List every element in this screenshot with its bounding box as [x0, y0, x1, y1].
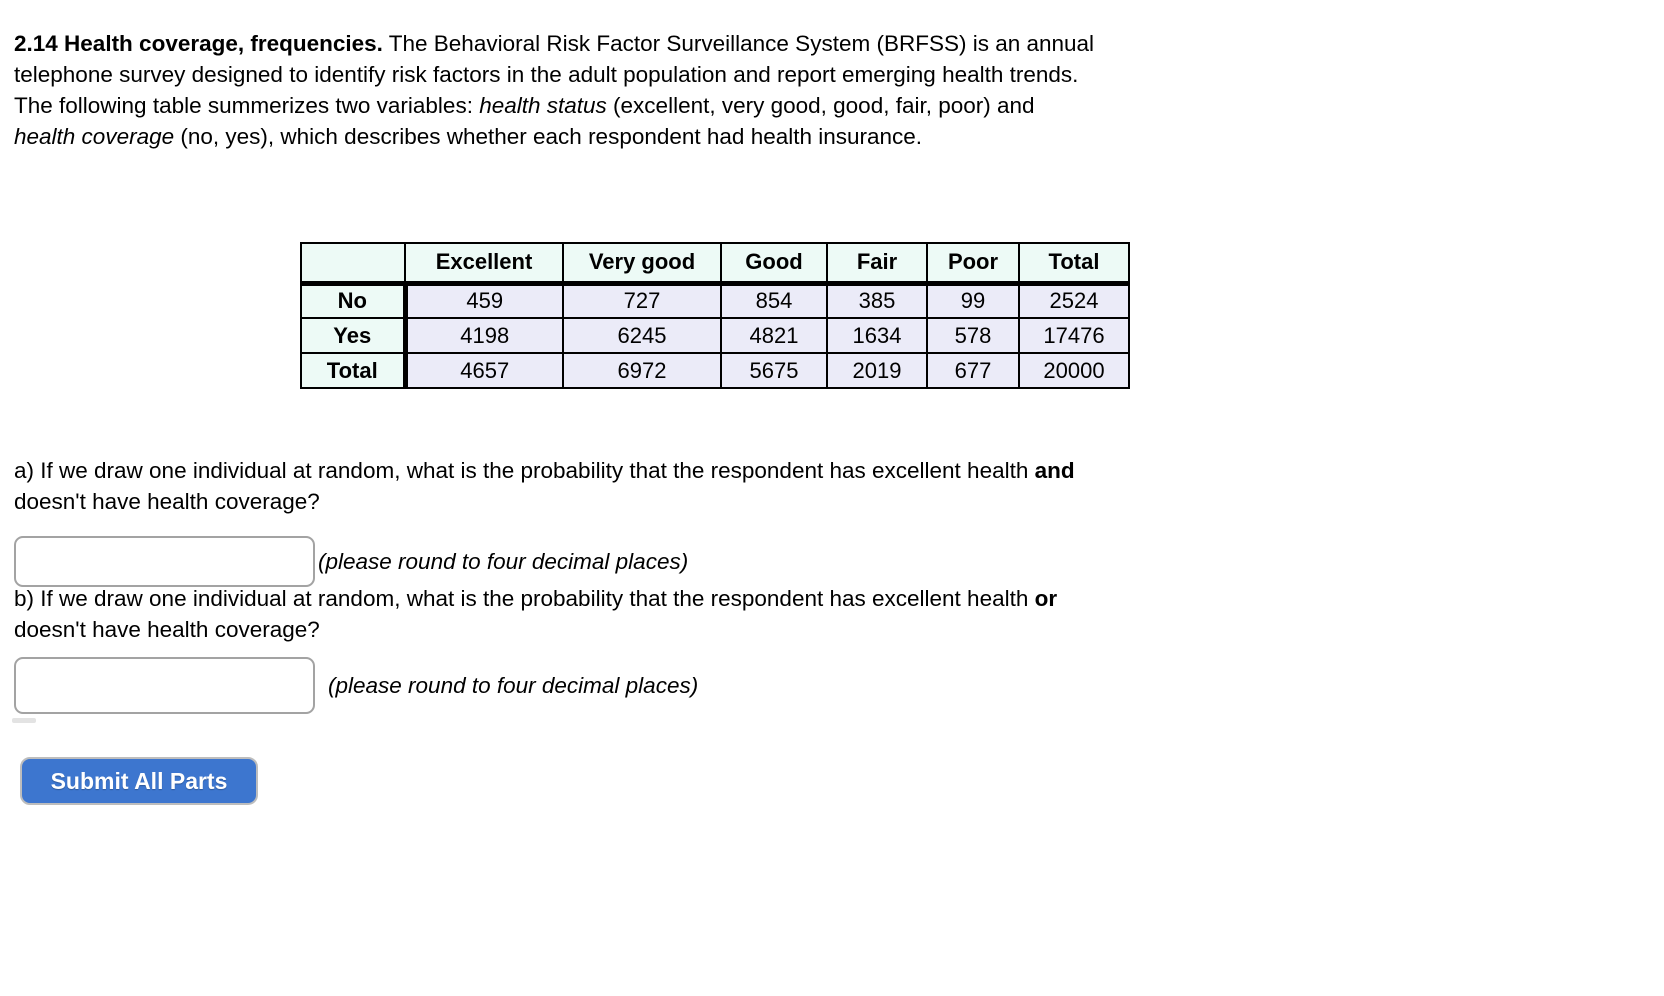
answer-input-b[interactable] — [14, 657, 315, 714]
corner-cell — [300, 242, 406, 286]
answer-row-b: (please round to four decimal places) — [14, 657, 698, 714]
table-cell: 20000 — [1018, 352, 1130, 389]
table-cell: 1634 — [826, 317, 928, 354]
text-segment: The following table summerizes two varia… — [14, 93, 480, 118]
text-segment: doesn't have health coverage? — [14, 489, 320, 514]
text-segment: telephone survey designed to identify ri… — [14, 62, 1079, 87]
table-cell: 4198 — [404, 317, 564, 354]
text-segment: or — [1034, 586, 1058, 611]
text-segment: The Behavioral Risk Factor Surveillance … — [382, 31, 1095, 56]
submit-all-parts-button[interactable]: Submit All Parts — [20, 757, 258, 805]
table-cell: 459 — [404, 282, 564, 319]
table-row: Total 4657 6972 5675 2019 677 20000 — [300, 352, 1130, 389]
header-row: Excellent Very good Good Fair Poor Total — [300, 242, 1130, 286]
table-cell: 727 — [562, 282, 722, 319]
column-header-poor: Poor — [926, 242, 1020, 286]
answer-input-a[interactable] — [14, 536, 315, 587]
input-corner-artifact — [12, 718, 36, 723]
table-cell: 677 — [926, 352, 1020, 389]
text-segment: (excellent, very good, good, fair, poor)… — [606, 93, 1035, 118]
text-segment: health coverage — [14, 124, 175, 149]
table-cell: 17476 — [1018, 317, 1130, 354]
question-a-text: a) If we draw one individual at random, … — [14, 455, 1075, 517]
rounding-hint-a: (please round to four decimal places) — [318, 548, 689, 574]
table-cell: 99 — [926, 282, 1020, 319]
table-row: No 459 727 854 385 99 2524 — [300, 282, 1130, 319]
column-header-very-good: Very good — [562, 242, 722, 286]
table-cell: 2019 — [826, 352, 928, 389]
table-cell: 578 — [926, 317, 1020, 354]
table-cell: 6245 — [562, 317, 722, 354]
text-segment: 2.14 Health coverage, frequencies. — [14, 31, 383, 56]
row-label-yes: Yes — [300, 317, 408, 354]
table-cell: 6972 — [562, 352, 722, 389]
column-header-total: Total — [1018, 242, 1130, 286]
table-body: No 459 727 854 385 99 2524 Yes 4198 6245 4821 1634 5… — [300, 282, 1130, 389]
question-b-text: b) If we draw one individual at random, … — [14, 583, 1057, 645]
table-cell: 854 — [720, 282, 828, 319]
problem-statement: 2.14 Health coverage, frequencies. The B… — [14, 28, 1094, 152]
text-segment: a) If we draw one individual at random, … — [14, 458, 1035, 483]
table-cell: 2524 — [1018, 282, 1130, 319]
answer-row-a: (please round to four decimal places) — [14, 536, 688, 587]
column-header-good: Good — [720, 242, 828, 286]
text-segment: (no, yes), which describes whether each … — [174, 124, 923, 149]
text-segment: health status — [479, 93, 607, 118]
row-label-no: No — [300, 282, 408, 319]
table-cell: 4657 — [404, 352, 564, 389]
text-segment: and — [1034, 458, 1075, 483]
column-header-excellent: Excellent — [404, 242, 564, 286]
column-header-fair: Fair — [826, 242, 928, 286]
frequency-table: Excellent Very good Good Fair Poor Total No 45… — [300, 242, 1130, 389]
text-segment: b) If we draw one individual at random, … — [14, 586, 1035, 611]
rounding-hint-b: (please round to four decimal places) — [328, 672, 699, 698]
table-header: Excellent Very good Good Fair Poor Total — [300, 242, 1130, 286]
table-cell: 385 — [826, 282, 928, 319]
text-segment: doesn't have health coverage? — [14, 617, 320, 642]
row-label-total: Total — [300, 352, 408, 389]
table-cell: 4821 — [720, 317, 828, 354]
table-row: Yes 4198 6245 4821 1634 578 17476 — [300, 317, 1130, 354]
table-cell: 5675 — [720, 352, 828, 389]
